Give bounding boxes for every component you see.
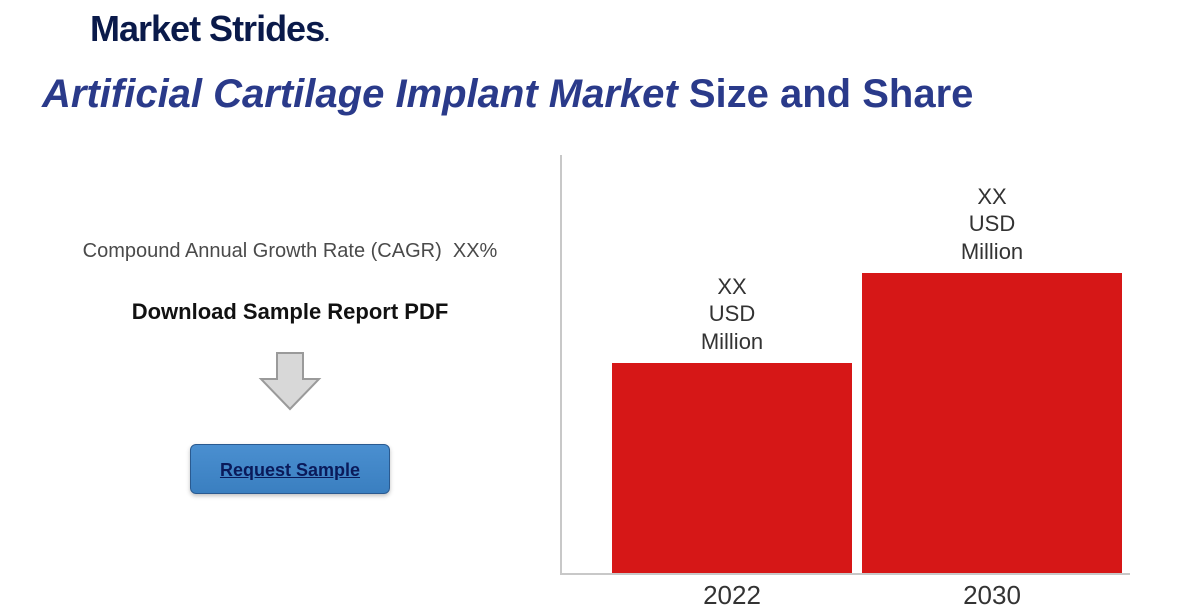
chart-bar — [862, 273, 1122, 573]
left-column: Compound Annual Growth Rate (CAGR) XX% D… — [60, 240, 520, 494]
chart-bar — [612, 363, 852, 573]
logo-dot: . — [324, 24, 329, 46]
down-arrow-icon — [255, 345, 325, 415]
brand-logo: Market Strides. — [90, 8, 329, 50]
bar-value-label: XXUSDMillion — [922, 183, 1062, 266]
title-italic: Artificial Cartilage Implant Market — [42, 72, 678, 116]
x-axis-label: 2030 — [922, 580, 1062, 611]
title-rest: Size and Share — [678, 72, 974, 116]
cagr-line: Compound Annual Growth Rate (CAGR) XX% — [60, 240, 520, 263]
request-sample-button[interactable]: Request Sample — [190, 444, 390, 494]
down-arrow-wrap — [60, 345, 520, 420]
market-size-bar-chart: XXUSDMillion2022XXUSDMillion2030 — [560, 155, 1130, 575]
bar-value-label: XXUSDMillion — [662, 273, 802, 356]
page-title: Artificial Cartilage Implant Market Size… — [42, 72, 973, 117]
x-axis-label: 2022 — [662, 580, 802, 611]
cagr-value: XX% — [453, 240, 497, 262]
cagr-label: Compound Annual Growth Rate (CAGR) — [83, 240, 442, 262]
logo-text: Market Strides — [90, 8, 324, 49]
download-heading: Download Sample Report PDF — [60, 299, 520, 325]
